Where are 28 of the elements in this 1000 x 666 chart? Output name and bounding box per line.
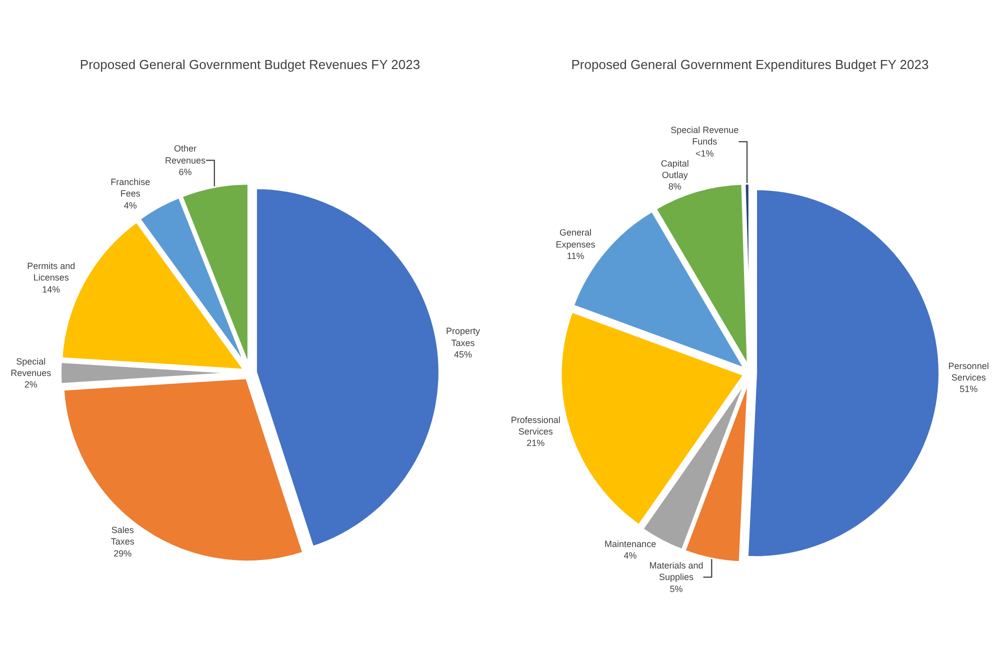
slice-label: Permits and Licenses [27, 260, 76, 283]
slice-label: General Expenses [556, 228, 596, 250]
data-label: 2% [24, 380, 38, 390]
slice-label: Franchise Fees [110, 176, 150, 199]
slice-label: Personnel Services [948, 360, 989, 382]
data-label: 29% [114, 548, 132, 558]
data-label: 14% [42, 284, 60, 294]
chart-title: Proposed General Government Expenditures Budget FY 2023 [571, 57, 929, 72]
data-label: 11% [566, 251, 584, 262]
slice-label: Capital Outlay [660, 158, 689, 180]
chart-title: Proposed General Government Budget Revenues FY 2023 [80, 57, 420, 72]
slice-label: Materials and Supplies [649, 560, 704, 582]
data-label: 4% [124, 200, 137, 210]
slice-label: Special Revenue Funds [670, 124, 739, 147]
slice-label: Professional Services [510, 414, 560, 437]
data-label: 5% [670, 584, 683, 594]
data-label: 51% [960, 384, 978, 394]
slice-label: Special Revenues [10, 356, 52, 378]
data-label: <1% [696, 148, 714, 158]
data-label: 6% [178, 166, 192, 177]
data-label: 45% [454, 350, 472, 360]
slice-label: Property Taxes [446, 326, 481, 348]
slice-label: Other Revenues [165, 144, 206, 166]
data-label: 21% [526, 438, 545, 448]
slice-label: Sales Taxes [110, 524, 135, 547]
slice-label: Maintenance [604, 538, 656, 549]
data-label: 8% [668, 182, 682, 192]
data-label: 4% [624, 550, 637, 560]
